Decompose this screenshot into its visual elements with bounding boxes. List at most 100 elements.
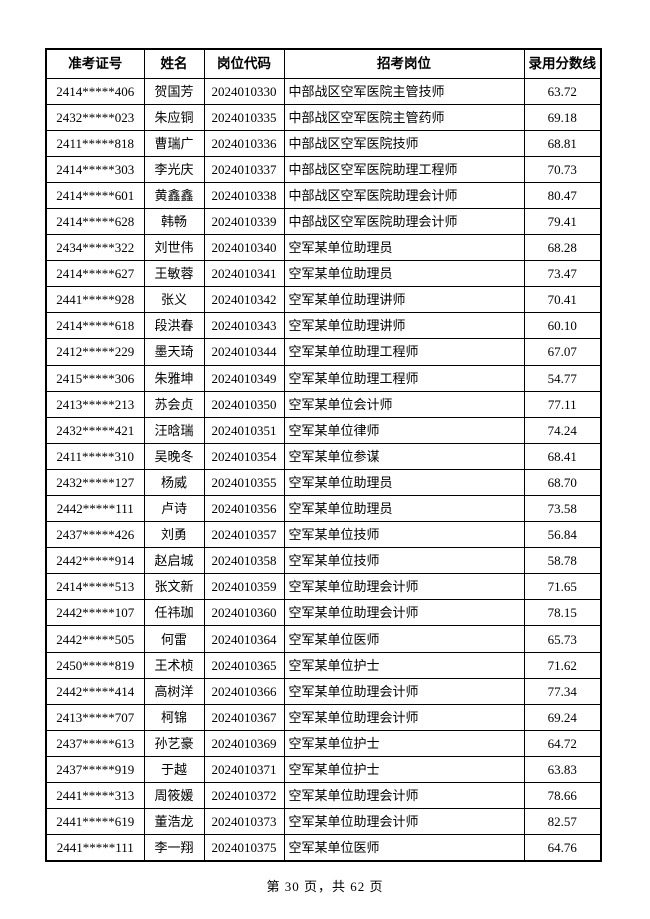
job-code-cell: 2024010343	[203, 312, 285, 340]
name-cell: 高树洋	[143, 677, 205, 705]
exam-id-cell: 2432*****023	[45, 103, 145, 131]
table-row: 2412*****229 墨天琦 2024010344 空军某单位助理工程师 67.07	[45, 338, 602, 366]
table-row: 2413*****213 苏会贞 2024010350 空军某单位会计师 77.11	[45, 390, 602, 418]
table-row: 2450*****819 王术桢 2024010365 空军某单位护士 71.62	[45, 651, 602, 679]
name-cell: 刘勇	[143, 521, 205, 549]
job-code-cell: 2024010375	[203, 834, 285, 862]
exam-id-cell: 2441*****928	[45, 286, 145, 314]
exam-id-cell: 2441*****619	[45, 808, 145, 836]
name-cell: 汪晗瑞	[143, 416, 205, 444]
job-code-cell: 2024010356	[203, 494, 285, 523]
job-title-cell: 空军某单位助理员	[283, 234, 525, 262]
table-row: 2432*****127 杨威 2024010355 空军某单位助理员 68.70	[45, 468, 602, 497]
exam-id-cell: 2432*****421	[45, 416, 145, 444]
table-row: 2413*****707 柯锦 2024010367 空军某单位助理会计师 69.24	[45, 703, 602, 731]
job-title-cell: 空军某单位护士	[283, 755, 525, 784]
job-title-cell: 空军某单位助理会计师	[283, 703, 525, 731]
name-cell: 刘世伟	[143, 234, 205, 262]
exam-id-cell: 2414*****303	[45, 155, 145, 183]
name-cell: 吴晚冬	[143, 442, 205, 470]
job-title-cell: 空军某单位助理会计师	[283, 599, 525, 627]
exam-id-cell: 2412*****229	[45, 338, 145, 366]
score-cell: 63.83	[523, 755, 602, 784]
job-code-cell: 2024010330	[203, 77, 285, 105]
table-row: 2437*****919 于越 2024010371 空军某单位护士 63.83	[45, 755, 602, 784]
score-cell: 71.62	[523, 651, 602, 679]
name-cell: 董浩龙	[143, 808, 205, 836]
job-code-cell: 2024010350	[203, 390, 285, 418]
exam-id-cell: 2415*****306	[45, 364, 145, 392]
exam-id-cell: 2434*****322	[45, 234, 145, 262]
name-cell: 张义	[143, 286, 205, 314]
exam-id-cell: 2437*****919	[45, 755, 145, 784]
job-title-cell: 空军某单位助理工程师	[283, 364, 525, 392]
name-cell: 贺国芳	[143, 77, 205, 105]
table-row: 2414*****513 张文新 2024010359 空军某单位助理会计师 71.65	[45, 573, 602, 601]
score-cell: 63.72	[523, 77, 602, 105]
score-cell: 70.73	[523, 155, 602, 183]
table-row: 2414*****618 段洪春 2024010343 空军某单位助理讲师 60.10	[45, 312, 602, 340]
job-title-cell: 空军某单位助理工程师	[283, 338, 525, 366]
job-title-cell: 中部战区空军医院助理会计师	[283, 181, 525, 209]
job-code-cell: 2024010337	[203, 155, 285, 183]
score-cell: 68.28	[523, 234, 602, 262]
score-cell: 58.78	[523, 547, 602, 575]
exam-id-cell: 2414*****513	[45, 573, 145, 601]
score-cell: 77.11	[523, 390, 602, 418]
table-row: 2415*****306 朱雅坤 2024010349 空军某单位助理工程师 54.77	[45, 364, 602, 392]
exam-id-cell: 2411*****818	[45, 129, 145, 157]
name-cell: 苏会贞	[143, 390, 205, 418]
job-code-cell: 2024010351	[203, 416, 285, 444]
job-code-cell: 2024010373	[203, 808, 285, 836]
name-cell: 王敏蓉	[143, 260, 205, 288]
name-cell: 张文新	[143, 573, 205, 601]
score-cell: 74.24	[523, 416, 602, 444]
job-title-cell: 空军某单位会计师	[283, 390, 525, 418]
exam-id-cell: 2414*****618	[45, 312, 145, 340]
job-code-cell: 2024010369	[203, 729, 285, 757]
name-cell: 何雷	[143, 625, 205, 653]
exam-id-cell: 2414*****628	[45, 207, 145, 236]
name-cell: 朱应铜	[143, 103, 205, 131]
exam-id-cell: 2441*****111	[45, 834, 145, 862]
job-title-cell: 空军某单位护士	[283, 729, 525, 757]
table-row: 2442*****914 赵启城 2024010358 空军某单位技师 58.78	[45, 547, 602, 575]
name-cell: 韩畅	[143, 207, 205, 236]
job-title-cell: 空军某单位助理讲师	[283, 312, 525, 340]
table-row: 2414*****303 李光庆 2024010337 中部战区空军医院助理工程师 70…	[45, 155, 602, 183]
job-title-cell: 中部战区空军医院助理工程师	[283, 155, 525, 183]
table-row: 2442*****414 高树洋 2024010366 空军某单位助理会计师 77.34	[45, 677, 602, 705]
name-cell: 于越	[143, 755, 205, 784]
job-code-cell: 2024010364	[203, 625, 285, 653]
table-row: 2442*****111 卢诗 2024010356 空军某单位助理员 73.58	[45, 494, 602, 523]
score-cell: 79.41	[523, 207, 602, 236]
exam-id-cell: 2411*****310	[45, 442, 145, 470]
score-cell: 68.41	[523, 442, 602, 470]
table-row: 2437*****426 刘勇 2024010357 空军某单位技师 56.84	[45, 521, 602, 549]
score-cell: 67.07	[523, 338, 602, 366]
name-cell: 杨威	[143, 468, 205, 497]
score-cell: 80.47	[523, 181, 602, 209]
job-title-cell: 空军某单位医师	[283, 625, 525, 653]
job-code-cell: 2024010357	[203, 521, 285, 549]
table-row: 2411*****310 吴晚冬 2024010354 空军某单位参谋 68.41	[45, 442, 602, 470]
job-code-cell: 2024010336	[203, 129, 285, 157]
job-code-cell: 2024010359	[203, 573, 285, 601]
score-cell: 77.34	[523, 677, 602, 705]
job-title-cell: 空军某单位助理会计师	[283, 573, 525, 601]
exam-id-cell: 2437*****613	[45, 729, 145, 757]
score-cell: 71.65	[523, 573, 602, 601]
score-cell: 64.76	[523, 834, 602, 862]
exam-id-cell: 2437*****426	[45, 521, 145, 549]
page-number: 第 30 页，共 62 页	[266, 879, 384, 894]
table-row: 2434*****322 刘世伟 2024010340 空军某单位助理员 68.28	[45, 234, 602, 262]
job-code-cell: 2024010349	[203, 364, 285, 392]
exam-id-cell: 2414*****601	[45, 181, 145, 209]
score-cell: 73.47	[523, 260, 602, 288]
score-cell: 64.72	[523, 729, 602, 757]
table-row: 2437*****613 孙艺豪 2024010369 空军某单位护士 64.72	[45, 729, 602, 757]
exam-id-cell: 2442*****414	[45, 677, 145, 705]
exam-id-cell: 2450*****819	[45, 651, 145, 679]
job-title-cell: 空军某单位助理员	[283, 260, 525, 288]
job-title-cell: 空军某单位技师	[283, 547, 525, 575]
